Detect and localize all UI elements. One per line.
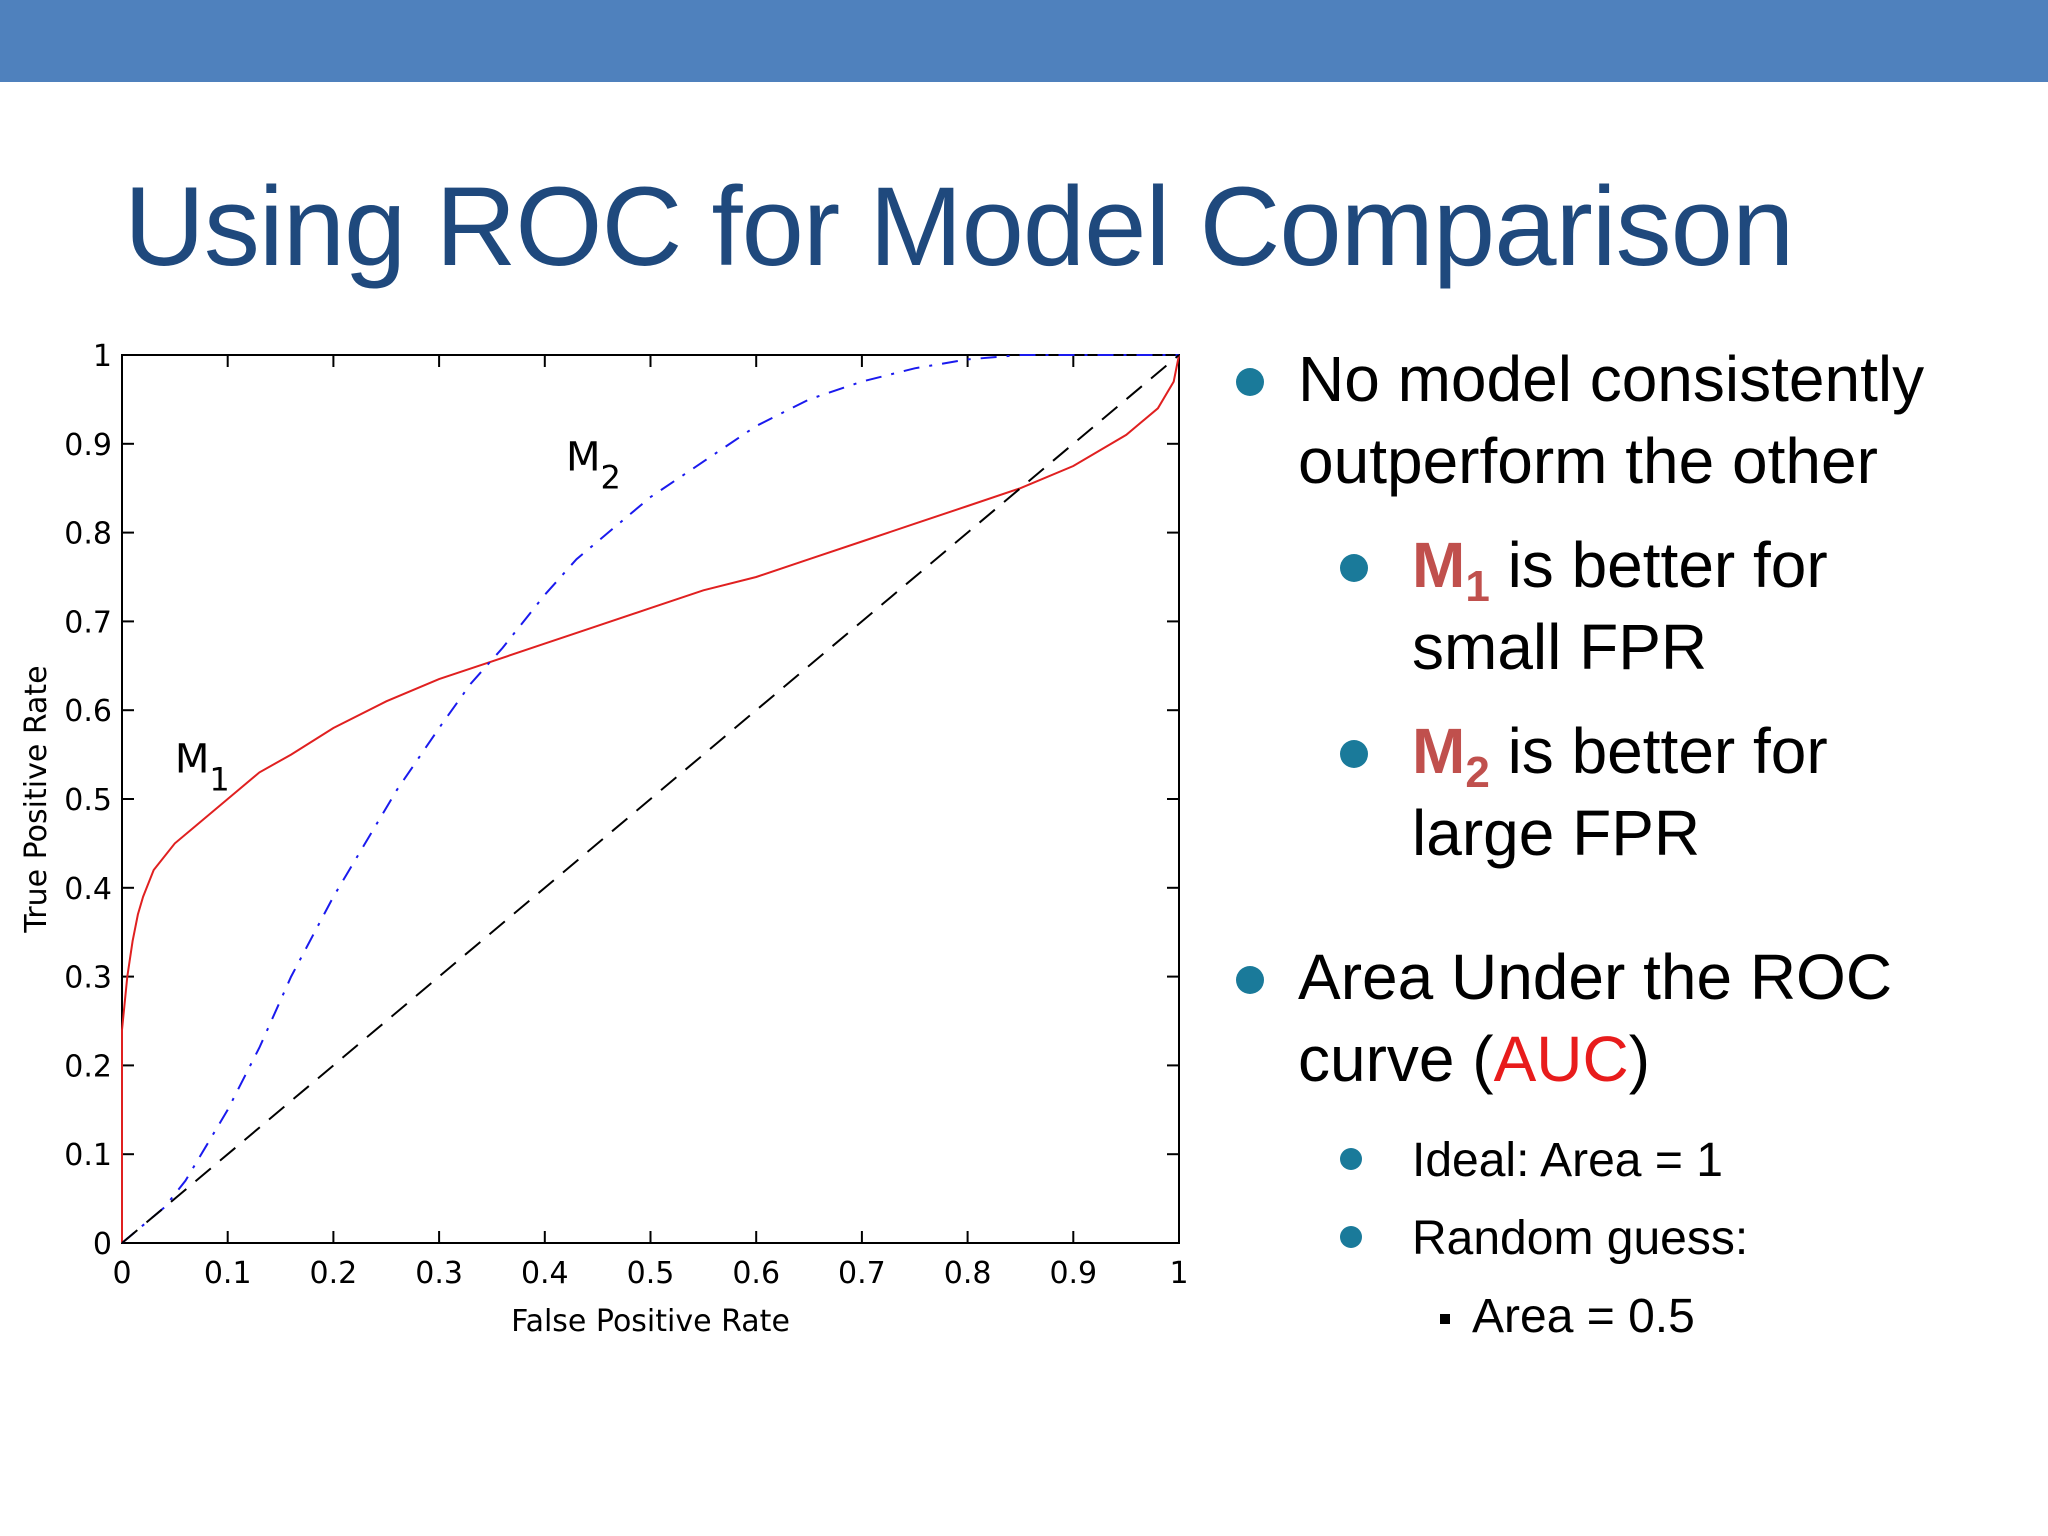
auc-highlight: AUC [1493, 1023, 1629, 1095]
x-tick-label: 1 [1169, 1256, 1188, 1291]
roc-chart: 0 0.1 0.2 0.3 0.4 0.5 0.6 0.7 0.8 0.9 1 0 0.1 0.2 0.3 0… [19, 339, 1189, 1339]
bullet-no-model: No model consistently outperform the oth… [1232, 338, 2032, 502]
y-tick-label: 0.5 [64, 783, 112, 818]
y-tick-label: 0.2 [64, 1049, 112, 1084]
bullet-dot-icon [1340, 740, 1368, 768]
y-tick-label: 1 [93, 339, 112, 374]
y-tick-label: 0 [93, 1227, 112, 1262]
bullet-auc: Area Under the ROC curve (AUC) [1232, 936, 2032, 1100]
bullet-text: Random guess: [1412, 1212, 1749, 1265]
bullet-text: large FPR [1412, 797, 1701, 869]
bullet-m2-better: M2 is better for large FPR [1232, 710, 2032, 874]
annotation-subscript: 1 [209, 760, 229, 798]
x-tick-label: 0.8 [944, 1256, 992, 1291]
bullet-text: M2 is better for [1412, 710, 2032, 795]
bullet-random: Random guess: [1232, 1200, 2032, 1278]
annotation-letter: M [566, 434, 601, 480]
m2-curve [121, 354, 1179, 1244]
curve-annotation: M1 [175, 736, 230, 798]
model-label-m1: M [1412, 529, 1466, 601]
bullet-dot-icon [1340, 1226, 1362, 1248]
bullet-text: Area = 0.5 [1472, 1290, 1695, 1343]
y-axis-label: True Positive Rate [19, 665, 54, 933]
x-tick-label: 0.9 [1049, 1256, 1097, 1291]
x-tick-label: 0.7 [838, 1256, 886, 1291]
bullet-text: ) [1628, 1023, 1651, 1095]
bullet-text: curve ( [1298, 1023, 1494, 1095]
bullet-list: No model consistently outperform the oth… [1232, 338, 2032, 1356]
bullet-ideal: Ideal: Area = 1 [1232, 1122, 2032, 1200]
x-tick-label: 0.6 [732, 1256, 780, 1291]
x-axis-label: False Positive Rate [511, 1304, 790, 1339]
y-tick-label: 0.4 [64, 872, 112, 907]
bullet-dot-icon [1236, 368, 1264, 396]
bullet-text: Area Under the ROC [1298, 941, 1893, 1013]
x-tick-label: 0.2 [310, 1256, 358, 1291]
x-tick-label: 0.1 [204, 1256, 252, 1291]
bullet-dot-icon [1236, 966, 1264, 994]
model-label-m2: M [1412, 715, 1466, 787]
model-subscript: 1 [1465, 562, 1490, 611]
y-tick-label: 0.8 [64, 517, 112, 552]
top-accent-bar [0, 0, 2048, 82]
bullet-text: Ideal: Area = 1 [1412, 1134, 1723, 1187]
bullet-text: small FPR [1412, 611, 1708, 683]
bullet-text: is better for [1489, 715, 1828, 787]
curve-annotation: M2 [566, 434, 621, 496]
square-bullet-icon [1440, 1314, 1450, 1324]
annotation-subscript: 2 [600, 458, 620, 496]
x-tick-label: 0.3 [415, 1256, 463, 1291]
x-tick-label: 0 [112, 1256, 131, 1291]
bullet-dot-icon [1340, 554, 1368, 582]
bullet-dot-icon [1340, 1148, 1362, 1170]
bullet-m1-better: M1 is better for small FPR [1232, 524, 2032, 688]
y-tick-label: 0.3 [64, 961, 112, 996]
slide-title: Using ROC for Model Comparison [124, 164, 1794, 289]
annotation-letter: M [175, 736, 210, 782]
y-tick-label: 0.9 [64, 428, 112, 463]
y-tick-label: 0.6 [64, 694, 112, 729]
bullet-text: is better for [1489, 529, 1828, 601]
bullet-random-area: Area = 0.5 [1232, 1278, 2032, 1356]
bullet-text: No model consistently [1298, 343, 1925, 415]
random-diagonal [121, 354, 1180, 1244]
x-tick-label: 0.4 [521, 1256, 569, 1291]
bullet-text: M1 is better for [1412, 524, 2032, 609]
m1-curve [121, 354, 1180, 1243]
model-subscript: 2 [1465, 748, 1490, 797]
bullet-text: curve (AUC) [1298, 1018, 2032, 1100]
y-tick-label: 0.7 [64, 605, 112, 640]
bullet-text: outperform the other [1298, 425, 1878, 497]
x-tick-label: 0.5 [627, 1256, 675, 1291]
y-tick-label: 0.1 [64, 1138, 112, 1173]
